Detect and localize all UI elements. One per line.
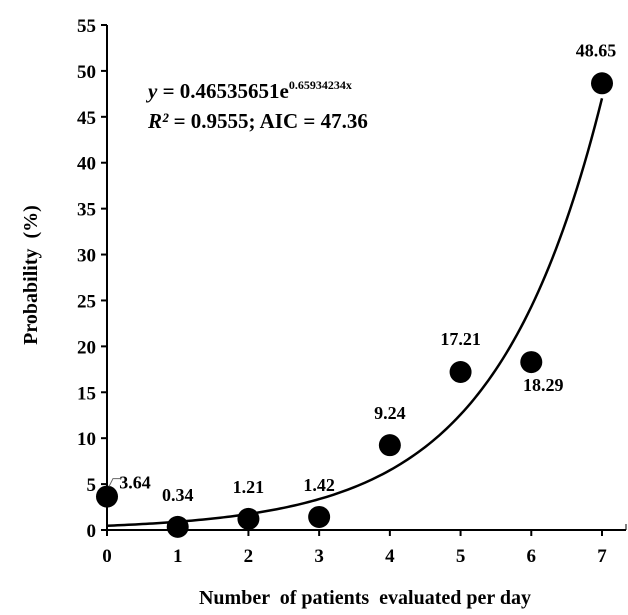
data-label: 48.65 <box>576 40 617 60</box>
y-tick-label: 25 <box>77 291 96 312</box>
y-tick-label: 40 <box>77 154 96 175</box>
trendline-equation: y = 0.46535651e0.65934234x <box>145 78 352 103</box>
x-tick-label: 0 <box>102 546 112 567</box>
x-ticks: 0 1 2 3 4 5 6 7 <box>102 530 607 567</box>
y-tick-label: 50 <box>77 62 96 83</box>
y-tick-label: 15 <box>77 383 96 404</box>
data-point <box>96 485 118 508</box>
x-tick-label: 5 <box>456 546 466 567</box>
data-point <box>591 72 613 95</box>
data-point <box>520 351 543 374</box>
data-label: 9.24 <box>374 403 406 423</box>
x-tick-label: 1 <box>173 546 183 567</box>
data-label: 18.29 <box>523 375 564 395</box>
x-tick-label: 7 <box>597 546 607 567</box>
data-label: 17.21 <box>440 329 481 349</box>
data-point <box>237 507 260 530</box>
data-label: 1.21 <box>233 477 265 497</box>
y-tick-label: 0 <box>87 521 97 542</box>
data-label: 1.42 <box>303 475 335 495</box>
data-point <box>308 505 331 528</box>
y-tick-label: 30 <box>77 246 96 267</box>
data-point <box>378 434 401 457</box>
y-tick-label: 35 <box>77 200 96 221</box>
x-tick-label: 4 <box>385 546 395 567</box>
x-tick-label: 6 <box>527 546 537 567</box>
y-axis-label: Probability (%) <box>20 205 42 345</box>
trendline-curve <box>106 98 604 527</box>
data-label-leader <box>108 478 120 487</box>
data-point <box>449 360 472 383</box>
y-tick-label: 55 <box>77 16 96 37</box>
r2-aic-values: = 0.9555; AIC = 47.36 <box>168 109 368 133</box>
data-label: 3.64 <box>119 473 151 493</box>
y-tick-label: 10 <box>77 429 96 450</box>
equation-y-var: y <box>145 79 158 103</box>
x-axis-label: Number of patients evaluated per day <box>199 587 531 609</box>
data-labels: 3.64 0.34 1.21 1.42 9.24 17.21 18.29 48.65 <box>108 40 617 505</box>
axes <box>106 25 627 531</box>
y-tick-label: 20 <box>77 337 96 358</box>
y-ticks: 0 5 10 15 20 25 30 35 40 45 50 55 <box>77 16 107 542</box>
equation-body: = 0.46535651e <box>157 79 289 103</box>
x-tick-label: 2 <box>244 546 254 567</box>
data-label: 0.34 <box>162 485 194 505</box>
r2-var: R² <box>147 109 169 133</box>
data-point <box>166 515 189 538</box>
x-tick-label: 3 <box>314 546 324 567</box>
y-tick-label: 5 <box>87 475 97 496</box>
trendline <box>106 98 604 527</box>
data-points <box>96 72 613 538</box>
y-tick-label: 45 <box>77 108 96 129</box>
r2-aic-text: R² = 0.9555; AIC = 47.36 <box>147 109 368 133</box>
equation-exponent: 0.65934234x <box>289 78 352 92</box>
